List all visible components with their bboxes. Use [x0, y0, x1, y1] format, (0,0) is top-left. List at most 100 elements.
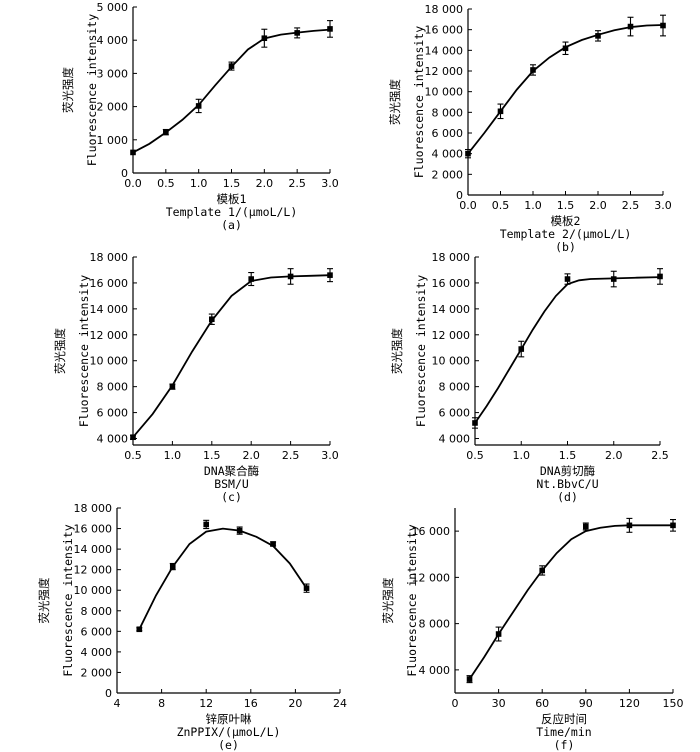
x-tick-label-c: 1.0: [164, 449, 182, 462]
data-point-f: [626, 522, 633, 529]
y-label-en-e: Fluorescence intensity: [61, 524, 75, 676]
y-tick-label-c: 16 000: [90, 277, 129, 290]
data-point-d: [564, 276, 571, 282]
y-tick-label-f: 8 000: [419, 618, 451, 631]
y-tick-label-a: 1 000: [97, 134, 129, 147]
x-tick-label-f: 120: [619, 697, 640, 710]
y-tick-label-e: 2 000: [81, 666, 113, 679]
y-label-zh-c: 荧光强度: [53, 328, 67, 374]
x-label-en-f: Time/min: [536, 725, 591, 739]
x-tick-label-b: 0.0: [459, 199, 477, 212]
y-tick-label-a: 2 000: [97, 101, 129, 114]
x-tick-label-e: 24: [333, 697, 347, 710]
y-label-en-f: Fluorescence intensity: [405, 524, 419, 676]
data-point-c: [169, 383, 176, 390]
x-tick-label-e: 16: [244, 697, 258, 710]
x-tick-label-b: 1.0: [524, 199, 542, 212]
y-tick-label-b: 14 000: [425, 44, 464, 57]
data-point-f: [670, 522, 676, 529]
y-tick-label-e: 4 000: [81, 646, 113, 659]
y-tick-label-e: 0: [105, 687, 112, 700]
x-tick-label-d: 2.5: [651, 449, 669, 462]
x-tick-label-d: 2.0: [605, 449, 623, 462]
fit-curve-e: [138, 527, 308, 630]
y-tick-label-c: 10 000: [90, 355, 129, 368]
data-point-e: [136, 626, 143, 633]
x-tick-label-e: 12: [199, 697, 213, 710]
x-tick-label-c: 2.0: [242, 449, 260, 462]
x-tick-label-b: 3.0: [654, 199, 672, 212]
data-point-e: [203, 521, 209, 528]
data-point-c: [209, 316, 215, 323]
y-tick-label-e: 18 000: [74, 502, 113, 515]
data-point-c: [327, 272, 333, 278]
x-tick-label-a: 1.0: [190, 177, 208, 190]
y-tick-label-c: 14 000: [90, 303, 129, 316]
y-tick-label-d: 4 000: [439, 433, 471, 446]
y-tick-label-d: 6 000: [439, 407, 471, 420]
data-point-a: [327, 26, 333, 32]
data-point-e: [169, 563, 176, 570]
x-tick-label-a: 1.5: [223, 177, 241, 190]
data-point-f: [495, 631, 502, 637]
x-tick-label-b: 2.5: [622, 199, 640, 212]
data-point-b: [595, 33, 601, 39]
y-label-zh-e: 荧光强度: [37, 577, 51, 623]
data-point-b: [530, 67, 536, 73]
panel-tag-f: (f): [554, 738, 575, 752]
x-tick-label-b: 0.5: [492, 199, 510, 212]
x-tick-label-a: 0.5: [157, 177, 175, 190]
y-tick-label-d: 18 000: [432, 251, 471, 264]
data-point-d: [657, 273, 663, 280]
y-tick-label-a: 0: [121, 167, 128, 180]
x-tick-label-d: 1.0: [513, 449, 531, 462]
x-label-en-e: ZnPPIX/(μmoL/L): [177, 725, 281, 739]
y-tick-label-d: 12 000: [432, 329, 471, 342]
x-label-en-c: BSM/U: [214, 477, 249, 491]
data-point-a: [228, 63, 235, 69]
x-tick-label-a: 0.0: [124, 177, 142, 190]
y-tick-label-b: 12 000: [425, 65, 464, 78]
x-tick-label-a: 3.0: [321, 177, 339, 190]
y-tick-label-b: 8 000: [432, 106, 464, 119]
x-tick-label-c: 2.5: [282, 449, 300, 462]
y-label-en-c: Fluorescence intensity: [77, 275, 91, 427]
y-tick-label-d: 8 000: [439, 381, 471, 394]
fit-curve-d: [474, 276, 661, 424]
x-tick-label-d: 0.5: [466, 449, 484, 462]
y-tick-label-b: 4 000: [432, 148, 464, 161]
x-tick-label-f: 150: [663, 697, 684, 710]
y-label-en-d: Fluorescence intensity: [414, 275, 428, 427]
data-point-d: [610, 276, 617, 282]
x-tick-label-e: 4: [114, 697, 121, 710]
y-tick-label-f: 4 000: [419, 664, 451, 677]
x-tick-label-a: 2.5: [288, 177, 306, 190]
x-tick-label-a: 2.0: [256, 177, 274, 190]
y-tick-label-e: 10 000: [74, 584, 113, 597]
y-tick-label-f: 12 000: [412, 571, 451, 584]
x-tick-label-e: 20: [288, 697, 302, 710]
data-point-b: [660, 22, 666, 29]
x-tick-label-f: 90: [579, 697, 593, 710]
y-tick-label-b: 16 000: [425, 24, 464, 37]
y-tick-label-e: 6 000: [81, 625, 113, 638]
x-label-zh-c: DNA聚合酶: [204, 464, 259, 478]
data-point-f: [539, 567, 545, 574]
data-point-a: [261, 35, 268, 42]
data-point-a: [195, 103, 202, 109]
y-tick-label-e: 8 000: [81, 605, 113, 618]
x-tick-label-c: 0.5: [124, 449, 142, 462]
fit-curve-f: [468, 524, 673, 680]
data-point-d: [518, 346, 525, 352]
x-tick-label-c: 1.5: [203, 449, 221, 462]
x-tick-label-d: 1.5: [559, 449, 577, 462]
panel-tag-d: (d): [557, 490, 578, 504]
data-point-b: [465, 150, 471, 157]
data-point-c: [287, 273, 294, 280]
y-tick-label-b: 10 000: [425, 86, 464, 99]
data-point-e: [236, 527, 243, 534]
y-label-zh-a: 荧光强度: [61, 67, 75, 113]
y-tick-label-d: 10 000: [432, 355, 471, 368]
y-tick-label-e: 14 000: [74, 543, 113, 556]
